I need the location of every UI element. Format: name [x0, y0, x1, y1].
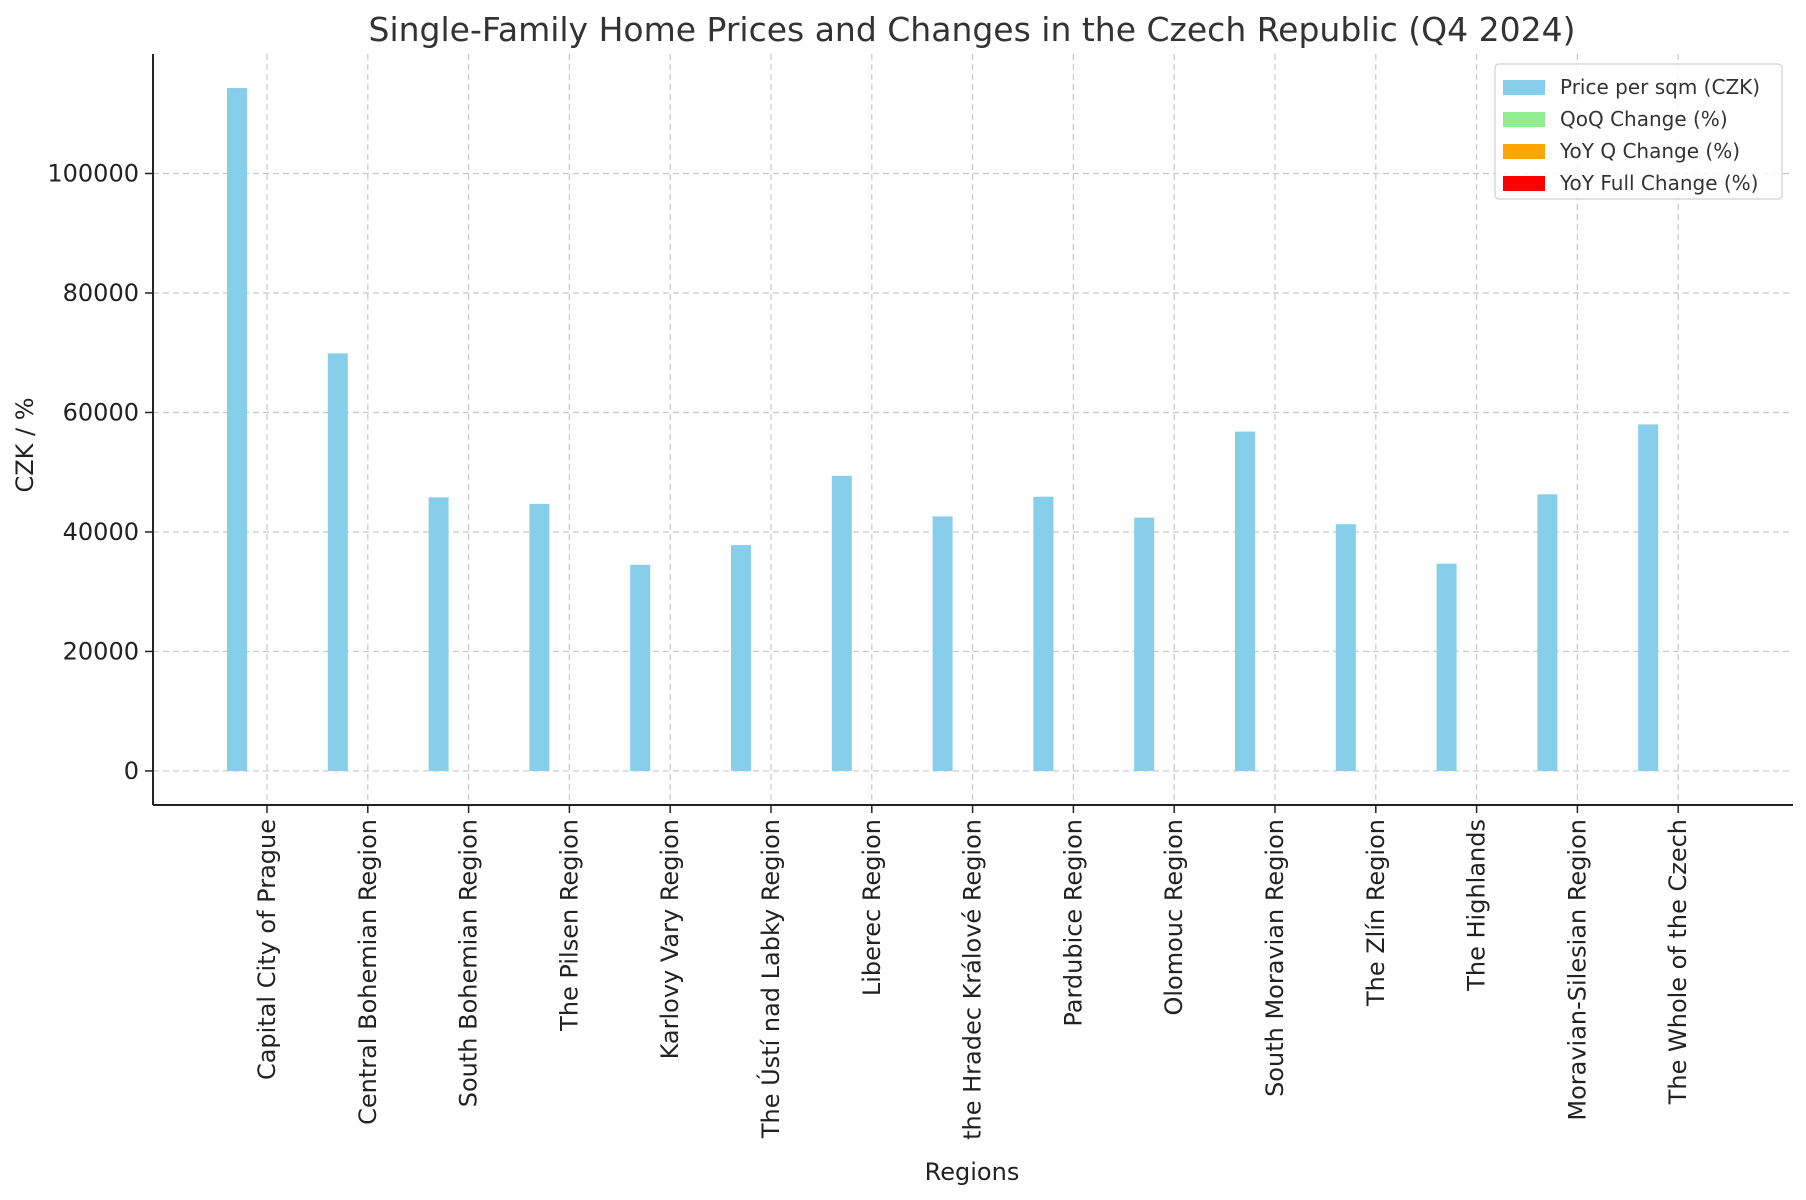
x-tick-label: South Moravian Region — [1261, 819, 1289, 1097]
x-tick-label: the Hradec Králové Region — [959, 819, 987, 1140]
bar — [1436, 563, 1457, 771]
x-tick-label: Liberec Region — [858, 819, 886, 996]
bar — [327, 353, 348, 771]
x-tick-label: The Pilsen Region — [555, 819, 583, 1032]
bar — [1537, 494, 1558, 771]
legend-swatch — [1503, 80, 1545, 95]
y-axis-label: CZK / % — [11, 397, 39, 492]
legend-entry: Price per sqm (CZK) — [1560, 75, 1760, 99]
legend-entry: YoY Q Change (%) — [1559, 139, 1740, 163]
x-tick-label: South Bohemian Region — [455, 819, 483, 1107]
x-tick-label: Moravian-Silesian Region — [1563, 819, 1591, 1121]
y-tick-label: 0 — [124, 757, 139, 785]
x-tick-label: Pardubice Region — [1059, 819, 1087, 1027]
bar — [428, 497, 449, 771]
bar — [1033, 496, 1054, 771]
legend-frame — [1494, 63, 1783, 200]
bar — [630, 564, 651, 771]
bar — [932, 516, 953, 771]
bar — [1134, 517, 1155, 771]
x-tick-label: The Whole of the Czech — [1664, 819, 1692, 1105]
legend-entry: QoQ Change (%) — [1560, 107, 1728, 131]
x-tick-label: The Ústí nad Labky Region — [755, 819, 785, 1139]
y-tick-label: 100000 — [47, 159, 139, 187]
legend-swatch — [1503, 112, 1545, 127]
bar-layer — [227, 88, 1659, 771]
y-tick-label: 60000 — [63, 398, 139, 426]
chart-title: Single-Family Home Prices and Changes in… — [369, 10, 1576, 49]
bar — [529, 503, 550, 771]
bar — [227, 88, 247, 771]
legend-entry: YoY Full Change (%) — [1559, 171, 1758, 195]
y-tick-label: 80000 — [63, 279, 139, 307]
grid-layer — [153, 54, 1793, 805]
x-tick-label: Central Bohemian Region — [354, 819, 382, 1125]
x-tick-label: Olomouc Region — [1160, 819, 1188, 1016]
x-tick-label: The Highlands — [1463, 819, 1491, 992]
bar — [1335, 524, 1356, 771]
bar — [1638, 424, 1659, 771]
y-tick-label: 40000 — [63, 518, 139, 546]
bar — [1235, 431, 1255, 771]
legend-swatch — [1503, 176, 1545, 191]
x-axis-label: Regions — [925, 1158, 1020, 1186]
x-tick-label: Karlovy Vary Region — [656, 819, 684, 1059]
legend: Price per sqm (CZK) QoQ Change (%) YoY Q C… — [1494, 63, 1783, 200]
axis-layer: 0 20000 40000 60000 80000 100000 Capital City … — [47, 54, 1793, 1140]
x-tick-label: Capital City of Prague — [253, 819, 281, 1080]
legend-swatch — [1503, 144, 1545, 159]
x-tick-label: The Zlín Region — [1362, 819, 1390, 1007]
bar — [831, 475, 852, 771]
y-tick-label: 20000 — [63, 637, 139, 665]
bar — [731, 545, 751, 771]
